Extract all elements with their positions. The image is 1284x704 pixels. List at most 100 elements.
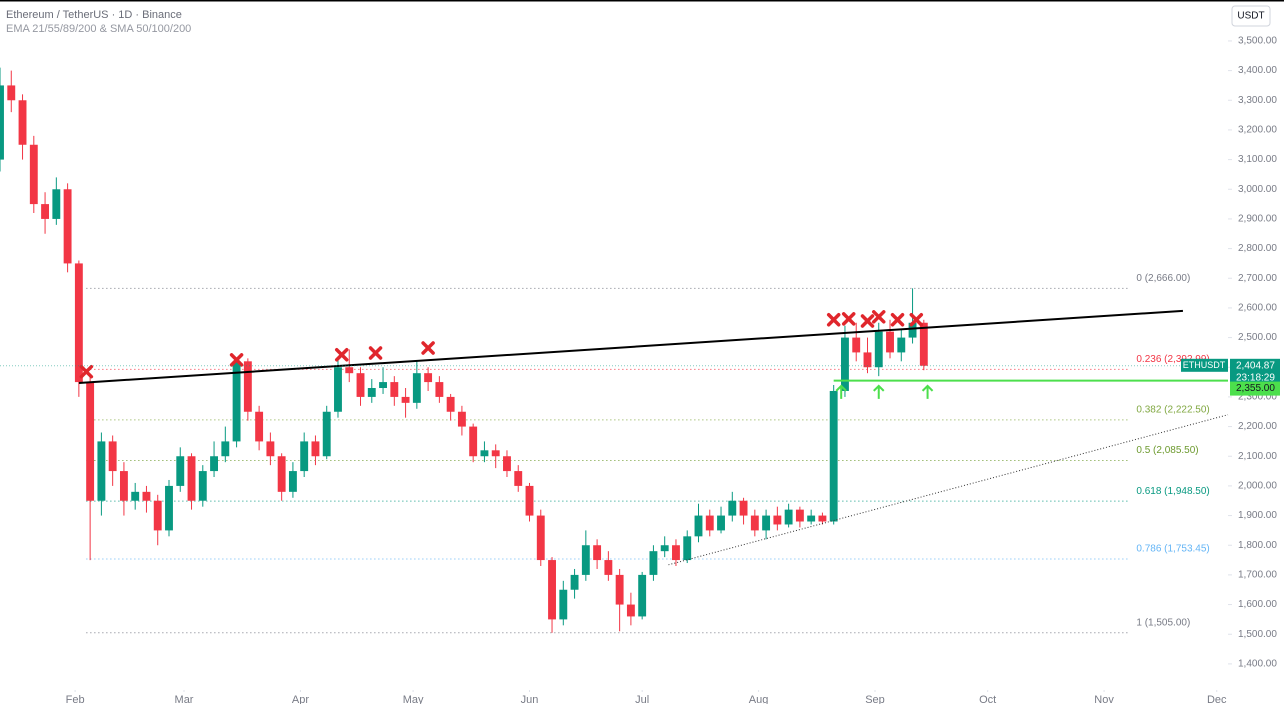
candle-body — [908, 322, 917, 338]
candle-body — [829, 390, 838, 522]
candle-body — [897, 337, 906, 353]
candle-body — [131, 491, 140, 501]
candle-body — [919, 322, 928, 366]
y-tick-label: 1,400.00 — [1238, 659, 1277, 670]
candle-body — [660, 545, 669, 552]
candle-body — [638, 574, 647, 617]
y-tick-label: 2,700.00 — [1238, 273, 1277, 284]
candle-body — [41, 204, 50, 219]
x-tick-label: Dec — [1207, 694, 1227, 704]
y-tick-label: 2,800.00 — [1238, 243, 1277, 254]
trend-line — [78, 309, 1184, 384]
x-marker — [334, 348, 349, 362]
candle-body — [874, 331, 883, 368]
candle-body — [334, 367, 342, 412]
candle-body — [232, 361, 241, 442]
y-tick-label: 1,600.00 — [1238, 599, 1277, 610]
candle-body — [649, 551, 658, 575]
candle-body — [7, 85, 16, 101]
x-tick-label: May — [403, 694, 424, 704]
y-tick-label: 1,800.00 — [1238, 540, 1277, 551]
candle-body — [514, 471, 523, 486]
y-tick-label: 2,300.00 — [1238, 392, 1277, 403]
price-tag — [1230, 358, 1280, 385]
candle-body — [717, 515, 725, 531]
candle-body — [795, 509, 804, 522]
candle-body — [672, 545, 680, 561]
x-tick-label: Feb — [66, 694, 85, 704]
y-tick-label: 2,100.00 — [1238, 451, 1277, 462]
candle-body — [322, 411, 331, 457]
candle-body — [119, 471, 128, 501]
x-tick-label: Jul — [635, 694, 649, 704]
currency-box[interactable] — [1231, 5, 1271, 27]
level-tag-text: 2,355.00 — [1236, 383, 1275, 394]
candle-body — [784, 509, 793, 525]
x-tick-label: Apr — [292, 694, 309, 704]
candle-body — [221, 441, 230, 457]
candle-body — [86, 382, 95, 501]
candle-body — [277, 456, 286, 492]
chart-subtitle: EMA 21/55/89/200 & SMA 50/100/200 — [6, 23, 191, 35]
x-marker — [421, 341, 435, 355]
candle-body — [108, 441, 117, 472]
x-marker-stroke — [826, 313, 841, 327]
candle-body — [548, 560, 556, 620]
x-marker-stroke — [872, 310, 886, 324]
chart-title: Ethereum / TetherUS · 1D · Binance — [6, 9, 182, 21]
candle-body — [615, 574, 624, 605]
candle-body — [0, 85, 4, 160]
candle-body — [818, 515, 827, 522]
y-tick-label: 3,200.00 — [1238, 125, 1277, 136]
candle-body — [525, 485, 534, 516]
candle-body — [379, 382, 387, 389]
x-marker-stroke — [368, 346, 383, 360]
candle-body — [390, 382, 399, 397]
x-marker-stroke — [421, 341, 435, 355]
currency[interactable]: USDT — [1237, 11, 1264, 22]
candle-body — [491, 450, 500, 457]
candle-body — [852, 337, 861, 353]
candle-body — [401, 396, 410, 403]
y-tick-label: 3,000.00 — [1238, 184, 1277, 195]
x-marker-stroke — [860, 314, 875, 328]
candle-body — [886, 331, 894, 353]
fib-label: 0.786 (1,753.45) — [1136, 544, 1209, 555]
candle-body — [176, 456, 185, 486]
candle-body — [807, 515, 816, 522]
y-tick-label: 3,100.00 — [1238, 154, 1277, 165]
fib-label: 1 (1,505.00) — [1136, 617, 1190, 628]
x-marker — [79, 364, 94, 379]
y-tick-label: 1,500.00 — [1238, 629, 1277, 640]
candle-body — [626, 604, 635, 617]
candle-body — [153, 500, 162, 531]
y-tick-label: 2,600.00 — [1238, 303, 1277, 314]
candle-body — [198, 471, 207, 501]
candle-body — [29, 144, 38, 205]
candle-body — [367, 388, 376, 397]
x-tick-label: Oct — [979, 694, 996, 704]
candle-body — [559, 589, 568, 620]
candle-body — [762, 515, 771, 531]
candle-body — [503, 456, 511, 472]
fib-label: 0.236 (2,392.99) — [1136, 354, 1209, 365]
x-tick-label: Mar — [175, 694, 194, 704]
candle-body — [581, 545, 590, 575]
candle-body — [435, 382, 444, 397]
candle-body — [424, 373, 433, 383]
trend-line — [668, 414, 1229, 566]
candle-body — [74, 263, 83, 383]
x-marker-stroke — [79, 364, 94, 379]
y-tick-label: 1,900.00 — [1238, 510, 1277, 521]
symbol-tag-text: ETHUSDT — [1183, 360, 1226, 370]
x-marker-stroke — [909, 313, 924, 327]
candle-body — [728, 500, 737, 516]
arrow-marker — [873, 384, 885, 399]
arrow-marker — [835, 384, 847, 399]
candle-body — [300, 441, 309, 472]
x-marker — [860, 314, 875, 328]
x-marker — [890, 313, 905, 327]
candle-body — [480, 450, 489, 457]
symbol-tag — [1181, 358, 1228, 372]
